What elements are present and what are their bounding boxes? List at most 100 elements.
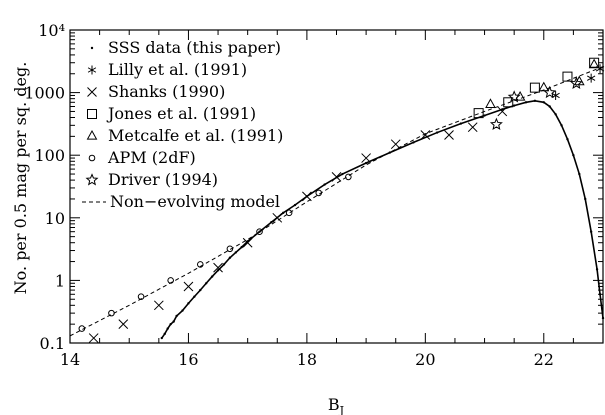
- data-point: [533, 99, 537, 102]
- y-tick-label: 100: [34, 146, 65, 165]
- legend-label: APM (2dF): [107, 148, 196, 167]
- data-point: [388, 151, 391, 154]
- y-tick-label: 10: [45, 209, 65, 228]
- data-point: [598, 293, 602, 296]
- y-axis-label: No. per 0.5 mag per sq. deg.: [11, 62, 30, 295]
- data-point: [584, 197, 587, 201]
- data-marks: [69, 57, 605, 343]
- legend-item: SSS data (this paper): [90, 38, 281, 57]
- y-tick-label: 0.1: [40, 334, 65, 353]
- data-point: [88, 333, 99, 343]
- legend-label: Jones et al. (1991): [106, 104, 256, 123]
- data-point: [240, 245, 243, 249]
- data-point: [390, 139, 401, 150]
- x-tick-label: 16: [178, 350, 198, 369]
- legend-swatch: [85, 173, 99, 186]
- data-point: [542, 101, 545, 104]
- data-point: [172, 320, 175, 323]
- legend-label: SSS data (this paper): [108, 38, 281, 57]
- data-point: [226, 245, 234, 253]
- data-point: [331, 172, 342, 182]
- data-point: [543, 85, 557, 99]
- data-point: [181, 309, 184, 312]
- data-point: [228, 256, 232, 259]
- data-point: [270, 221, 273, 224]
- tick-labels: 14 16 18 20 22 0.1 1 10 100 1000 10⁴: [24, 21, 554, 369]
- x-axis-label: BJ: [328, 395, 344, 415]
- data-point: [589, 230, 593, 233]
- data-point: [467, 122, 478, 133]
- legend-swatch: [87, 65, 97, 75]
- x-tick-label: 18: [297, 350, 317, 369]
- legend-item: APM (2dF): [88, 148, 196, 167]
- data-point: [163, 332, 166, 336]
- legend-item: Lilly et al. (1991): [87, 60, 247, 79]
- data-point: [361, 153, 371, 163]
- data-point: [595, 268, 599, 271]
- data-point: [293, 203, 297, 207]
- legend-label: Non−evolving model: [110, 192, 280, 211]
- legend-label: Driver (1994): [108, 170, 218, 189]
- data-point: [560, 124, 563, 127]
- series-dashed: [69, 66, 604, 337]
- data-point: [473, 108, 484, 119]
- data-point: [364, 161, 368, 165]
- data-point: [183, 281, 194, 292]
- data-point: [199, 288, 202, 292]
- legend-item: Jones et al. (1991): [87, 104, 256, 123]
- data-point: [569, 76, 583, 89]
- data-point: [242, 237, 253, 248]
- data-point: [566, 138, 569, 141]
- axis-ticks: [69, 30, 604, 344]
- series-triangle: [485, 58, 600, 108]
- data-point: [187, 302, 190, 305]
- data-point: [420, 130, 431, 140]
- data-point: [601, 316, 605, 320]
- data-point: [524, 101, 528, 104]
- data-point: [554, 113, 557, 116]
- data-point: [272, 212, 283, 223]
- data-point: [234, 251, 238, 254]
- legend-item: Non−evolving model: [82, 192, 280, 211]
- data-point: [578, 172, 581, 176]
- y-tick-label: 10⁴: [38, 21, 65, 40]
- data-point: [572, 154, 575, 157]
- data-point: [345, 173, 352, 181]
- legend-label: Shanks (1990): [108, 82, 225, 101]
- data-point: [483, 114, 486, 117]
- data-point: [341, 172, 344, 176]
- data-point: [485, 98, 496, 108]
- data-point: [507, 90, 521, 103]
- data-point: [282, 211, 285, 215]
- data-point: [412, 141, 415, 144]
- data-point: [160, 336, 163, 340]
- y-tick-label: 1: [55, 271, 65, 290]
- series-square: [473, 57, 600, 119]
- data-point: [196, 261, 204, 268]
- data-point: [222, 263, 226, 266]
- data-point: [213, 262, 223, 273]
- data-point: [166, 327, 169, 330]
- data-point: [285, 209, 293, 217]
- data-point: [589, 57, 600, 68]
- data-point: [169, 322, 172, 326]
- series-asterisk: [551, 64, 605, 100]
- data-point: [501, 108, 504, 111]
- data-point: [118, 319, 129, 330]
- data-point: [562, 71, 573, 82]
- x-tick-label: 20: [415, 350, 435, 369]
- legend-swatch: [87, 109, 97, 119]
- data-point: [586, 73, 596, 83]
- legend: SSS data (this paper) Lilly et al. (1991)…: [82, 38, 283, 211]
- legend-label: Metcalfe et al. (1991): [108, 126, 283, 145]
- legend-swatch: [86, 129, 98, 140]
- x-axis-label-main: B: [328, 395, 340, 414]
- legend-item: Shanks (1990): [87, 82, 225, 101]
- x-axis-label-subscript: J: [339, 404, 344, 415]
- y-tick-label: 1000: [24, 84, 65, 103]
- data-point: [435, 131, 439, 134]
- legend-swatch: [90, 46, 94, 50]
- data-point: [459, 122, 463, 125]
- data-point: [216, 269, 220, 272]
